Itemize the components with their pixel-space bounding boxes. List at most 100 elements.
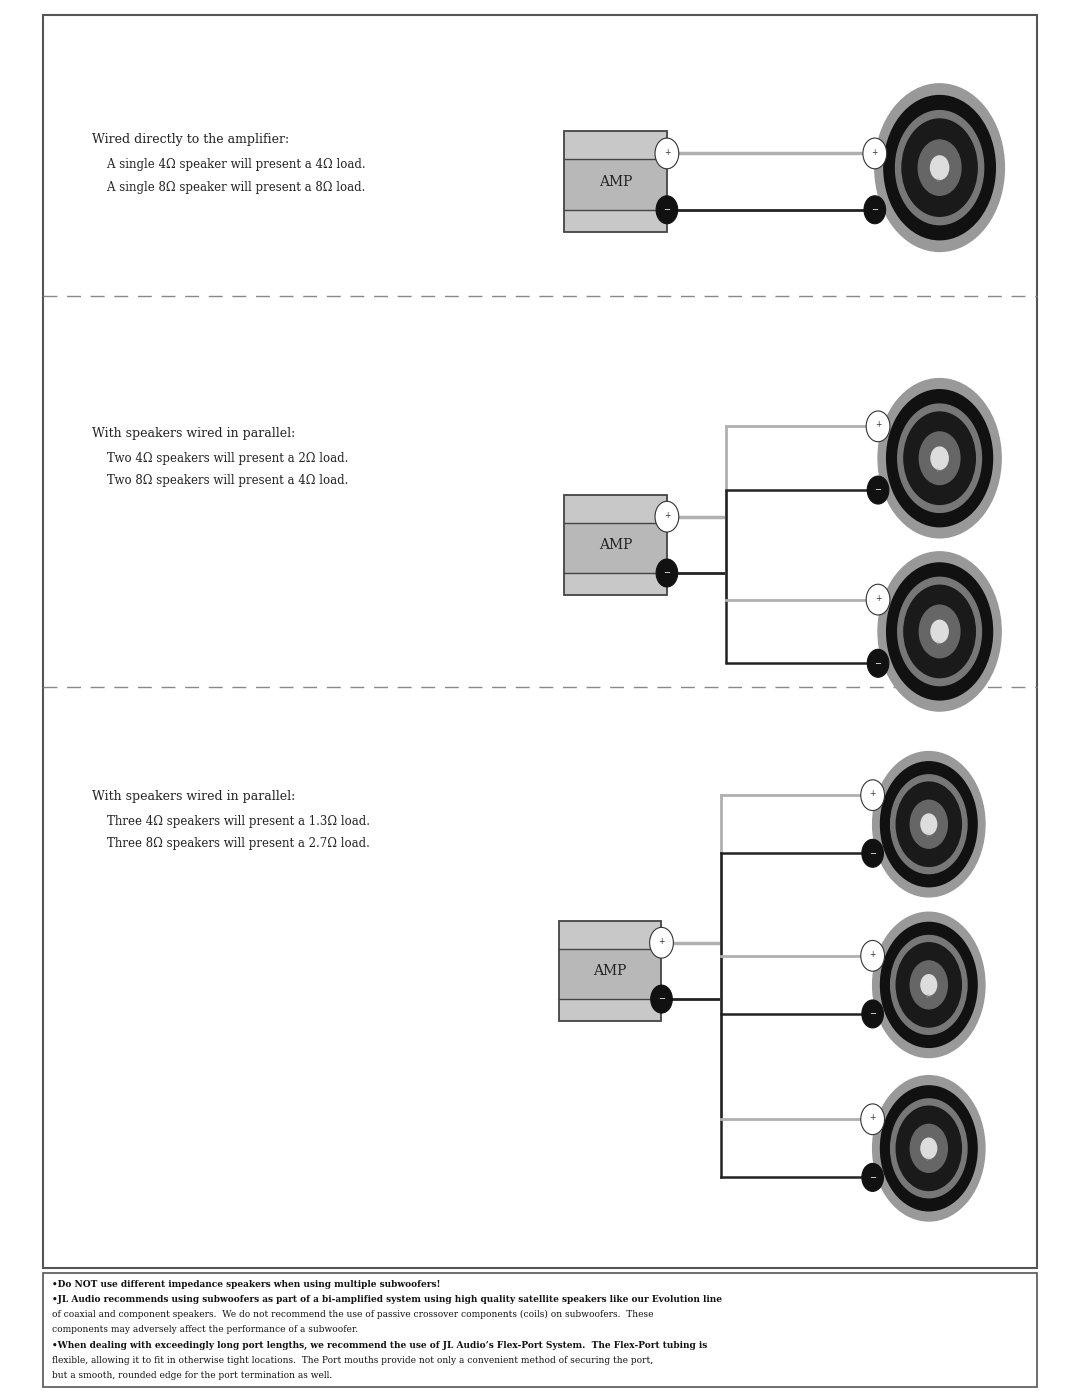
Text: With speakers wired in parallel:: With speakers wired in parallel: [92, 789, 295, 803]
Circle shape [918, 140, 961, 196]
Circle shape [866, 584, 890, 615]
Circle shape [863, 138, 887, 169]
Text: •Do NOT use different impedance speakers when using multiple subwoofers!: •Do NOT use different impedance speakers… [52, 1280, 441, 1288]
FancyBboxPatch shape [559, 949, 661, 999]
FancyBboxPatch shape [43, 1273, 1037, 1387]
Text: Three 8Ω speakers will present a 2.7Ω load.: Three 8Ω speakers will present a 2.7Ω lo… [92, 837, 369, 851]
Circle shape [880, 922, 977, 1048]
Circle shape [880, 761, 977, 887]
Circle shape [931, 447, 948, 469]
FancyBboxPatch shape [564, 522, 667, 573]
Text: A single 8Ω speaker will present a 8Ω load.: A single 8Ω speaker will present a 8Ω lo… [92, 180, 365, 194]
Text: −: − [869, 1010, 876, 1018]
Circle shape [891, 936, 967, 1034]
Text: −: − [663, 569, 671, 577]
Text: of coaxial and component speakers.  We do not recommend the use of passive cross: of coaxial and component speakers. We do… [52, 1310, 653, 1319]
Circle shape [873, 912, 985, 1058]
Text: +: + [875, 420, 881, 429]
Circle shape [891, 1099, 967, 1197]
Text: Three 4Ω speakers will present a 1.3Ω load.: Three 4Ω speakers will present a 1.3Ω lo… [92, 814, 369, 828]
Text: Two 8Ω speakers will present a 4Ω load.: Two 8Ω speakers will present a 4Ω load. [92, 474, 348, 488]
Text: −: − [869, 849, 876, 858]
Text: −: − [663, 205, 671, 214]
Text: components may adversely affect the performance of a subwoofer.: components may adversely affect the perf… [52, 1326, 357, 1334]
Text: Two 4Ω speakers will present a 2Ω load.: Two 4Ω speakers will present a 2Ω load. [92, 451, 348, 465]
Circle shape [880, 1085, 977, 1211]
Circle shape [873, 1076, 985, 1221]
Circle shape [867, 476, 889, 504]
Circle shape [931, 156, 948, 179]
Text: but a smooth, rounded edge for the port termination as well.: but a smooth, rounded edge for the port … [52, 1372, 332, 1380]
FancyBboxPatch shape [564, 210, 667, 232]
FancyBboxPatch shape [564, 495, 667, 522]
Circle shape [657, 196, 678, 224]
Text: With speakers wired in parallel:: With speakers wired in parallel: [92, 426, 295, 440]
FancyBboxPatch shape [564, 159, 667, 210]
Text: +: + [869, 950, 876, 958]
Circle shape [861, 780, 885, 810]
Text: Wired directly to the amplifier:: Wired directly to the amplifier: [92, 133, 289, 147]
Text: flexible, allowing it to fit in otherwise tight locations.  The Port mouths prov: flexible, allowing it to fit in otherwis… [52, 1356, 653, 1365]
Text: −: − [658, 995, 665, 1003]
Circle shape [921, 1139, 936, 1158]
Text: AMP: AMP [594, 964, 626, 978]
Circle shape [904, 412, 975, 504]
Circle shape [864, 196, 886, 224]
Text: +: + [664, 511, 670, 520]
Circle shape [895, 110, 984, 225]
Text: +: + [664, 148, 670, 156]
Circle shape [896, 943, 961, 1027]
Circle shape [878, 552, 1001, 711]
Text: +: + [659, 937, 664, 946]
Text: J.L.: J.L. [936, 641, 943, 645]
Circle shape [867, 650, 889, 678]
Text: −: − [875, 486, 881, 495]
Circle shape [910, 1125, 947, 1172]
Circle shape [873, 752, 985, 897]
Circle shape [904, 585, 975, 678]
Circle shape [919, 432, 960, 485]
Text: −: − [872, 205, 878, 214]
Circle shape [650, 985, 672, 1013]
Text: −: − [869, 1173, 876, 1182]
Circle shape [657, 559, 678, 587]
Circle shape [883, 95, 996, 240]
FancyBboxPatch shape [564, 131, 667, 159]
Text: AMP: AMP [599, 538, 632, 552]
Text: +: + [875, 594, 881, 602]
Circle shape [862, 840, 883, 868]
FancyBboxPatch shape [559, 921, 661, 949]
Circle shape [910, 800, 947, 848]
Circle shape [866, 411, 890, 441]
Text: +: + [872, 148, 878, 156]
Circle shape [861, 1104, 885, 1134]
Circle shape [919, 605, 960, 658]
Circle shape [896, 1106, 961, 1190]
Circle shape [887, 390, 993, 527]
Circle shape [878, 379, 1001, 538]
Text: •When dealing with exceedingly long port lengths, we recommend the use of JL Aud: •When dealing with exceedingly long port… [52, 1341, 707, 1350]
Circle shape [897, 404, 982, 513]
Circle shape [921, 975, 936, 995]
Text: A single 4Ω speaker will present a 4Ω load.: A single 4Ω speaker will present a 4Ω lo… [92, 158, 365, 172]
Circle shape [654, 502, 678, 532]
Text: −: − [875, 659, 881, 668]
Circle shape [862, 1164, 883, 1192]
FancyBboxPatch shape [564, 573, 667, 595]
Text: J.L.: J.L. [926, 833, 932, 837]
Text: AMP: AMP [599, 175, 632, 189]
Circle shape [891, 775, 967, 873]
FancyBboxPatch shape [43, 15, 1037, 1268]
Circle shape [910, 961, 947, 1009]
Circle shape [887, 563, 993, 700]
Circle shape [862, 1000, 883, 1028]
Text: +: + [869, 1113, 876, 1122]
Circle shape [875, 84, 1004, 251]
Circle shape [896, 782, 961, 866]
Text: J.L.: J.L. [926, 1157, 932, 1161]
Text: J.L.: J.L. [936, 468, 943, 472]
Circle shape [921, 814, 936, 834]
Circle shape [861, 940, 885, 971]
Circle shape [654, 138, 678, 169]
FancyBboxPatch shape [559, 999, 661, 1021]
